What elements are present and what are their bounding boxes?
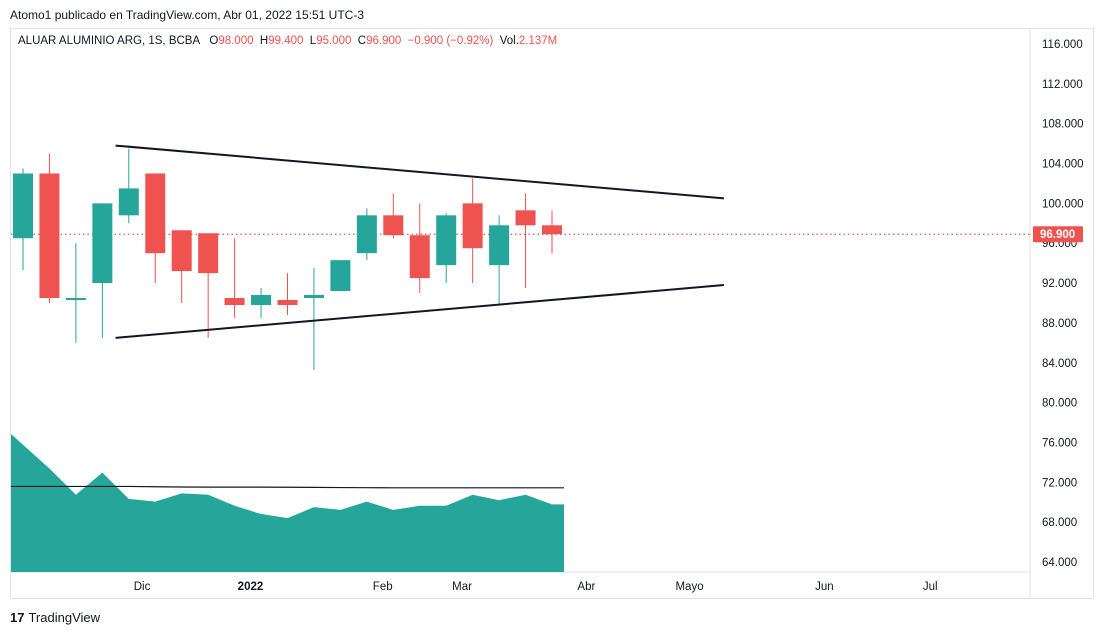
candle-body [277, 300, 298, 305]
y-tick-label: 108.000 [1042, 119, 1084, 131]
candle-body [515, 210, 536, 226]
candle-body [409, 235, 430, 279]
high-label: H [259, 35, 269, 47]
footer: 17 TradingView [10, 610, 100, 625]
y-tick-label: 84.000 [1042, 358, 1077, 370]
candle-body [303, 295, 324, 299]
y-tick-label: 68.000 [1042, 517, 1077, 529]
x-tick-label: Jun [815, 581, 834, 593]
symbol-label[interactable]: ALUAR ALUMINIO ARG, 1S, BCBA [18, 35, 201, 47]
candle-body [489, 225, 510, 266]
x-tick-label: Dic [134, 581, 151, 593]
last-price-badge [1033, 226, 1083, 243]
candle-body [462, 203, 483, 249]
candle-body [118, 188, 139, 216]
candle-body [39, 173, 60, 299]
low-value: 95.000 [316, 35, 352, 47]
x-tick-label: Mar [452, 581, 472, 593]
last-price-badge-label: 96.900 [1040, 229, 1075, 241]
close-label: C [357, 35, 367, 47]
brand-name[interactable]: TradingView [28, 610, 101, 625]
candle-body [542, 225, 562, 235]
y-tick-label: 104.000 [1042, 159, 1084, 171]
change-value: −0.900 (−0.92%) [407, 35, 494, 47]
candle-body [251, 295, 272, 305]
y-tick-label: 88.000 [1042, 318, 1077, 330]
candle-body [224, 298, 245, 305]
volume-ma-line [11, 485, 564, 489]
open-value: 98.000 [218, 35, 254, 47]
candle-body [436, 215, 457, 266]
volume-label: Vol. [499, 35, 519, 47]
candle-body [383, 215, 404, 236]
tradingview-logo-icon[interactable]: 17 [10, 610, 25, 625]
y-tick-label: 100.000 [1042, 198, 1084, 210]
y-tick-label: 112.000 [1042, 79, 1083, 91]
close-value: 96.900 [366, 35, 402, 47]
volume-area [11, 434, 564, 572]
y-tick-label: 116.000 [1042, 39, 1083, 51]
y-tick-label: 92.000 [1042, 278, 1077, 290]
x-tick-label: Abr [577, 581, 595, 593]
x-tick-label: 2022 [238, 581, 264, 593]
low-label: L [309, 35, 317, 47]
x-tick-label: Feb [373, 581, 393, 593]
y-tick-label: 76.000 [1042, 437, 1077, 449]
x-tick-label: Jul [923, 581, 938, 593]
triangle-trendline [115, 144, 725, 200]
x-tick-label: Mayo [675, 581, 703, 593]
chart-frame [10, 28, 1094, 599]
candle-body [145, 173, 166, 254]
triangle-trendline [115, 284, 725, 339]
high-value: 99.400 [268, 35, 304, 47]
candle-body [92, 203, 113, 284]
candle-body [13, 173, 33, 239]
candle-body [198, 233, 219, 274]
candle-body [356, 215, 377, 254]
publish-info: Atomo1 publicado en TradingView.com, Abr… [10, 8, 364, 22]
y-tick-label: 80.000 [1042, 398, 1077, 410]
y-tick-label: 64.000 [1042, 557, 1077, 569]
candle-body [171, 230, 192, 272]
volume-value: 2.137M [518, 35, 558, 47]
candle-body [65, 298, 86, 301]
y-tick-label: 72.000 [1042, 477, 1077, 489]
candle-body [330, 260, 351, 292]
chart-legend: ALUAR ALUMINIO ARG, 1S, BCBA O98.000 H99… [18, 35, 557, 47]
open-label: O [209, 35, 219, 47]
